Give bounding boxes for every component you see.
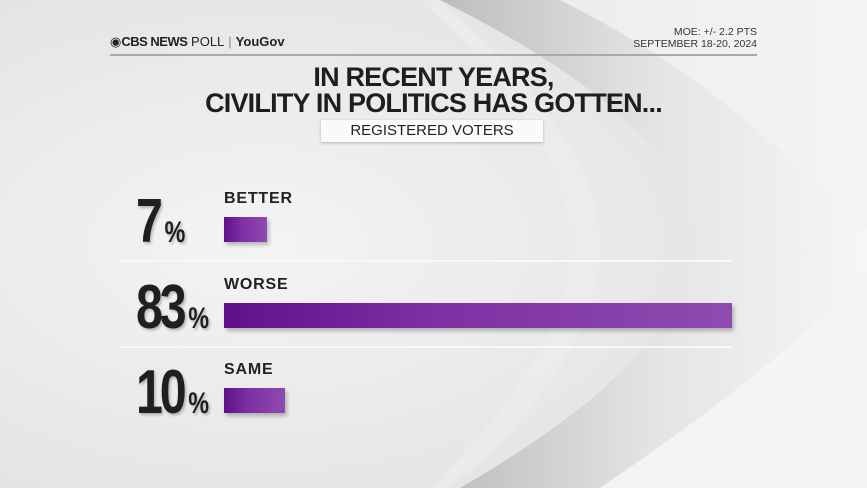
row-divider [120,260,732,262]
bar-same [224,388,285,413]
value-label: 83% [136,277,210,349]
category-label: BETTER [224,190,293,207]
poll-label: POLL [191,34,225,49]
percent-sign: % [188,302,210,335]
row-divider [120,346,732,348]
percent-sign: % [188,387,210,420]
value-label: 10% [136,362,210,434]
value-number: 7 [136,187,163,256]
category-label: SAME [224,361,274,378]
bar-worse [224,303,732,328]
category-label: WORSE [224,276,289,293]
value-label: 7% [136,191,186,263]
brand-name: CBS NEWS [121,34,188,49]
poll-meta: MOE: +/- 2.2 PTS SEPTEMBER 18-20, 2024 [633,26,757,50]
margin-of-error: MOE: +/- 2.2 PTS [673,26,757,38]
cbs-eye-icon: ◉ [110,34,122,49]
title-line-1: IN RECENT YEARS, [313,62,554,92]
chart-subtitle: REGISTERED VOTERS [321,120,543,142]
chart-title: IN RECENT YEARS, CIVILITY IN POLITICS HA… [110,62,757,118]
value-number: 10 [136,358,187,427]
cbs-yougov-logo: ◉CBS NEWS POLL | YouGov [110,34,285,49]
value-number: 83 [136,273,187,342]
bar-better [224,217,267,242]
header-rule [110,54,757,56]
poll-dates: SEPTEMBER 18-20, 2024 [633,38,757,50]
partner-name: YouGov [235,34,285,49]
percent-sign: % [164,216,186,249]
title-line-2: CIVILITY IN POLITICS HAS GOTTEN... [205,88,663,118]
